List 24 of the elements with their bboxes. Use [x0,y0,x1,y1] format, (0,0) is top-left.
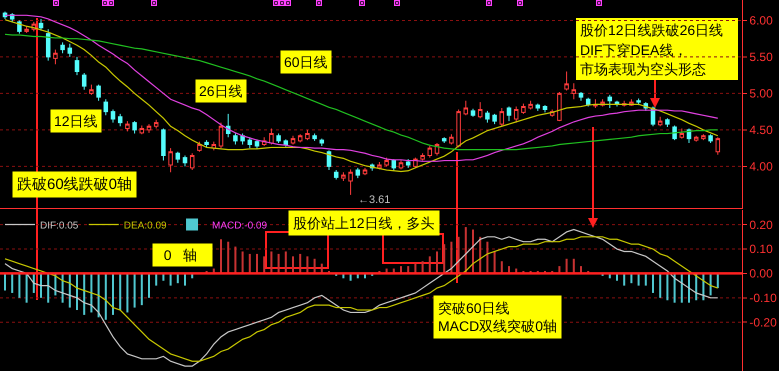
legend-label: DEA:0.09 [124,220,168,232]
annotation: 股价站上12日线，多头 [293,215,435,231]
series-label: 26日线 [199,83,243,99]
annotation: ←3.61 [358,194,390,206]
annotation: 突破60日线 MACD双线突破0轴 [438,300,558,334]
y-tick-label: -0.20 [749,315,778,330]
series-label: 60日线 [284,54,328,70]
y-tick-label: 0.00 [749,266,774,281]
annotation: 市场表现为空头形态 [580,61,706,77]
ref-line-label: 0 轴 [156,247,209,263]
annotation: 跌破60线跌破0轴 [17,176,132,193]
legend-label: MACD:-0.09 [212,220,268,232]
annotation: DIF下穿DEA线， [580,42,688,58]
y-tick-label: 0.20 [749,218,774,232]
annotation: 股价12日线跌破26日线 [580,22,724,38]
y-tick-label: 0.10 [749,242,774,256]
y-tick-label: 5.00 [749,86,774,101]
y-tick-label: 4.50 [749,123,774,138]
y-tick-label: 5.50 [749,50,774,64]
legend-label: DIF:0.05 [40,220,79,232]
y-tick-label: -0.10 [749,291,778,306]
y-tick-label: 4.00 [749,160,774,174]
text: 12日线 [54,113,98,129]
y-tick-label: 6.00 [749,14,774,28]
